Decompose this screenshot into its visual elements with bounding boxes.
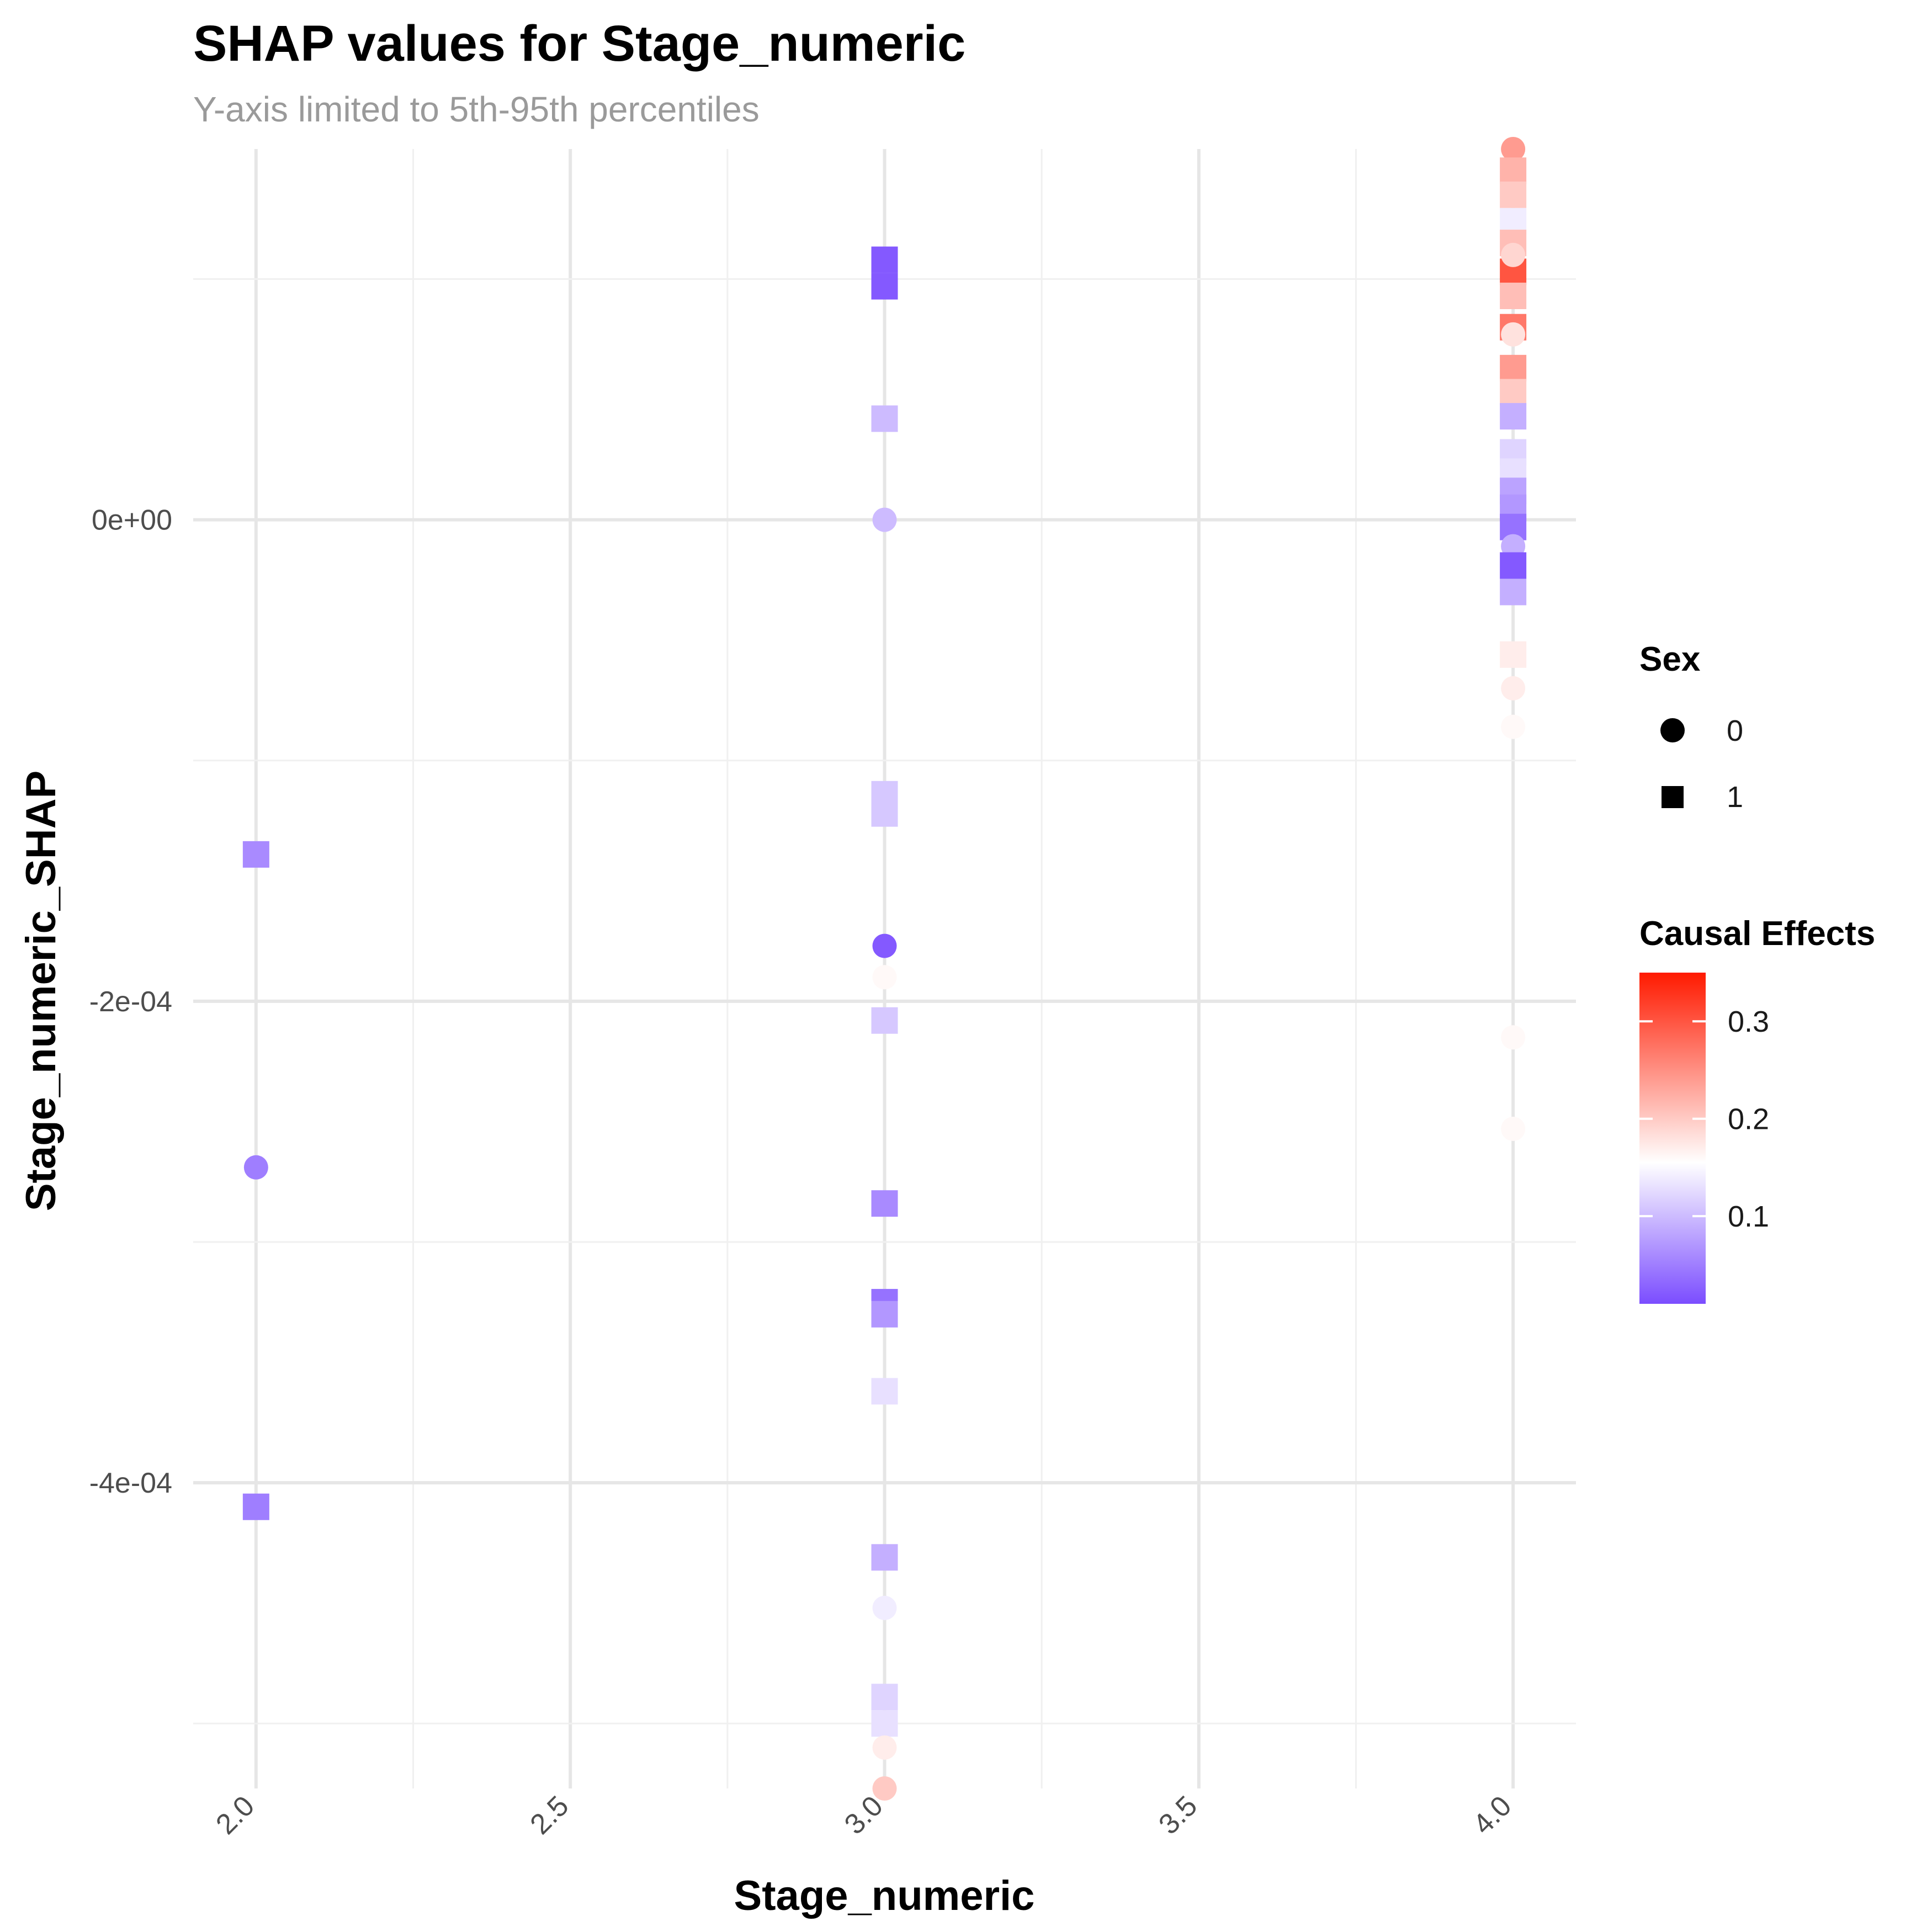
point-square [871, 246, 898, 273]
colorbar [1639, 973, 1706, 1304]
colorbar-tick-label: 0.3 [1728, 1005, 1769, 1038]
y-axis-title: Stage_numeric_SHAP [18, 771, 65, 1211]
point-square [1500, 354, 1527, 381]
y-tick-label: -4e-04 [89, 1467, 172, 1499]
point-circle [1501, 1117, 1526, 1142]
point-square [1500, 181, 1527, 208]
point-square [1500, 578, 1527, 606]
chart-title: SHAP values for Stage_numeric [193, 15, 965, 72]
point-circle [1501, 714, 1526, 739]
chart-subtitle: Y-axis limited to 5th-95th percentiles [193, 89, 760, 129]
point-circle [1501, 322, 1526, 347]
point-circle [872, 507, 897, 532]
point-circle [243, 1155, 268, 1180]
point-square [1500, 157, 1527, 184]
point-square [871, 1684, 898, 1711]
point-square [871, 1710, 898, 1737]
point-square [871, 800, 898, 827]
point-square [871, 1544, 898, 1571]
color-legend-title: Causal Effects [1639, 915, 1875, 953]
y-tick-label: -2e-04 [89, 986, 172, 1018]
point-circle [872, 1595, 897, 1620]
x-axis-title: Stage_numeric [734, 1872, 1035, 1919]
point-circle [1501, 242, 1526, 267]
shape-legend: Sex 0 1 [1639, 640, 1743, 814]
shape-legend-label-1: 1 [1727, 781, 1743, 814]
point-circle [1501, 137, 1526, 161]
point-square [871, 405, 898, 432]
point-circle [872, 933, 897, 958]
point-circle [872, 1776, 897, 1801]
point-square [1500, 403, 1527, 430]
point-square [871, 1190, 898, 1217]
point-square [242, 1493, 269, 1520]
x-axis-ticks: 2.0 2.5 3.0 3.5 4.0 [210, 1790, 1517, 1840]
point-circle [1501, 676, 1526, 700]
point-square [1500, 641, 1527, 668]
legend-square-icon [1662, 786, 1684, 808]
shape-legend-title: Sex [1639, 640, 1701, 678]
point-square [242, 841, 269, 868]
colorbar-tick-label: 0.1 [1728, 1200, 1769, 1233]
point-square [871, 273, 898, 300]
y-axis-ticks: 0e+00 -2e-04 -4e-04 [89, 505, 172, 1499]
point-circle [1501, 1025, 1526, 1050]
shape-legend-label-0: 0 [1727, 714, 1743, 747]
color-legend: Causal Effects 0.1 0.2 0.3 [1639, 915, 1875, 1304]
point-square [871, 1378, 898, 1405]
point-circle [872, 1735, 897, 1760]
point-square [871, 1007, 898, 1034]
y-tick-label: 0e+00 [92, 505, 172, 537]
colorbar-tick-label: 0.2 [1728, 1103, 1769, 1136]
x-tick-label: 2.0 [210, 1790, 261, 1840]
x-tick-label: 4.0 [1467, 1790, 1517, 1840]
point-square [1500, 283, 1527, 310]
point-square [871, 1301, 898, 1328]
point-circle [872, 965, 897, 990]
point-square [1500, 379, 1527, 406]
point-square [1500, 552, 1527, 579]
legend-circle-icon [1660, 718, 1685, 742]
x-tick-label: 3.5 [1153, 1790, 1203, 1840]
scatter-points [242, 137, 1527, 1801]
x-tick-label: 2.5 [524, 1790, 575, 1840]
colorbar-ticks: 0.1 0.2 0.3 [1639, 1005, 1769, 1233]
